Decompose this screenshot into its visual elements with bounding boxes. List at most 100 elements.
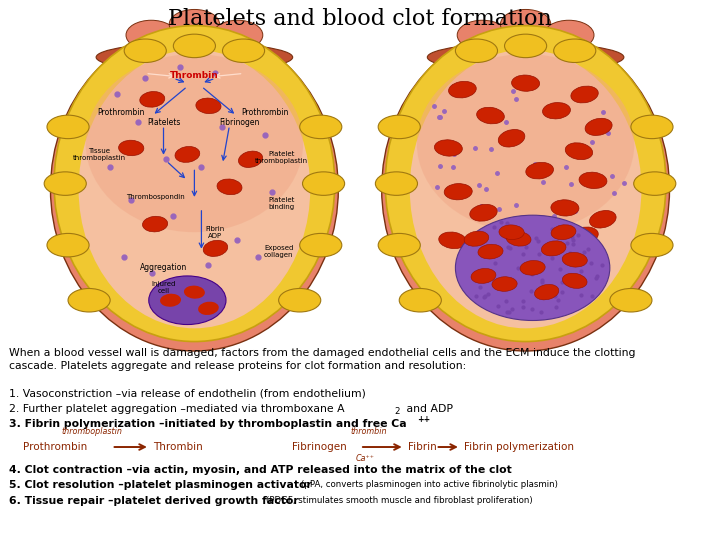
Ellipse shape	[153, 31, 193, 55]
Ellipse shape	[449, 82, 476, 98]
Ellipse shape	[484, 31, 523, 55]
Ellipse shape	[471, 268, 496, 284]
Ellipse shape	[378, 115, 420, 139]
Ellipse shape	[160, 294, 181, 307]
Ellipse shape	[464, 231, 489, 246]
Ellipse shape	[438, 232, 467, 248]
Ellipse shape	[505, 34, 546, 58]
Ellipse shape	[86, 54, 303, 232]
Ellipse shape	[499, 225, 524, 240]
Ellipse shape	[196, 31, 236, 55]
Text: Fibrin
ADP: Fibrin ADP	[206, 226, 225, 239]
Text: 1. Vasoconstriction –via release of endothelin (from endothelium): 1. Vasoconstriction –via release of endo…	[9, 388, 366, 398]
Text: thromboplastin: thromboplastin	[62, 427, 122, 436]
Ellipse shape	[198, 302, 219, 315]
Ellipse shape	[175, 146, 199, 163]
Ellipse shape	[492, 276, 517, 292]
Ellipse shape	[385, 25, 666, 341]
Ellipse shape	[119, 140, 144, 156]
Text: Thrombospondin: Thrombospondin	[126, 193, 184, 200]
Ellipse shape	[47, 115, 89, 139]
Ellipse shape	[455, 39, 498, 63]
Text: Fibrin polymerization: Fibrin polymerization	[464, 442, 575, 451]
Ellipse shape	[455, 215, 610, 321]
Ellipse shape	[444, 184, 472, 200]
Text: Tissue
thromboplastin: Tissue thromboplastin	[73, 148, 125, 161]
Ellipse shape	[495, 224, 523, 240]
Ellipse shape	[203, 240, 228, 256]
Ellipse shape	[238, 151, 263, 167]
Ellipse shape	[143, 217, 168, 232]
Text: Thrombin: Thrombin	[170, 71, 219, 79]
Text: (pPA, converts plasminogen into active fibrinolytic plasmin): (pPA, converts plasminogen into active f…	[301, 481, 558, 489]
Ellipse shape	[300, 233, 342, 257]
Ellipse shape	[554, 39, 596, 63]
Text: thrombin: thrombin	[351, 427, 387, 436]
Ellipse shape	[378, 233, 420, 257]
Ellipse shape	[520, 260, 545, 275]
Ellipse shape	[463, 256, 490, 273]
Text: Fibrinogen: Fibrinogen	[292, 442, 346, 451]
Text: Fibrin: Fibrin	[408, 442, 437, 451]
Ellipse shape	[417, 54, 634, 232]
Text: 2. Further platelet aggregation –mediated via thromboxane A: 2. Further platelet aggregation –mediate…	[9, 403, 344, 414]
Text: 6. Tissue repair –platelet derived growth factor: 6. Tissue repair –platelet derived growt…	[9, 496, 302, 506]
Ellipse shape	[457, 20, 508, 50]
Text: Fibrinogen: Fibrinogen	[219, 118, 259, 126]
Ellipse shape	[512, 75, 539, 91]
Ellipse shape	[562, 252, 588, 267]
Text: Ca⁺⁺: Ca⁺⁺	[356, 454, 374, 463]
Ellipse shape	[375, 172, 418, 195]
Ellipse shape	[562, 273, 587, 288]
Ellipse shape	[300, 115, 342, 139]
Ellipse shape	[434, 140, 462, 156]
Ellipse shape	[551, 200, 579, 216]
Ellipse shape	[149, 276, 226, 325]
Ellipse shape	[541, 241, 566, 256]
Ellipse shape	[551, 225, 576, 240]
Text: When a blood vessel wall is damaged, factors from the damaged endothelial cells : When a blood vessel wall is damaged, fac…	[9, 348, 635, 370]
Ellipse shape	[478, 244, 503, 259]
Text: Injured
cell: Injured cell	[151, 281, 176, 294]
Ellipse shape	[399, 288, 441, 312]
Text: Platelet
thromboplastin: Platelet thromboplastin	[255, 151, 308, 164]
Ellipse shape	[50, 27, 338, 351]
Ellipse shape	[169, 9, 220, 39]
Text: Thrombin: Thrombin	[153, 442, 203, 451]
Ellipse shape	[631, 233, 673, 257]
Ellipse shape	[506, 231, 531, 246]
Text: 2: 2	[395, 407, 400, 416]
Ellipse shape	[528, 31, 567, 55]
Ellipse shape	[498, 130, 525, 147]
Ellipse shape	[382, 27, 670, 351]
Ellipse shape	[184, 286, 205, 299]
Ellipse shape	[302, 172, 345, 195]
Text: (PDGF, stimulates smooth muscle and fibroblast proliferation): (PDGF, stimulates smooth muscle and fibr…	[266, 496, 533, 505]
Ellipse shape	[47, 233, 89, 257]
Ellipse shape	[54, 25, 335, 341]
Ellipse shape	[634, 172, 676, 195]
Text: Prothrombin: Prothrombin	[241, 108, 288, 117]
Ellipse shape	[410, 50, 642, 328]
Ellipse shape	[631, 115, 673, 139]
Text: Platelets and blood clot formation: Platelets and blood clot formation	[168, 8, 552, 30]
Ellipse shape	[196, 98, 221, 113]
Ellipse shape	[543, 103, 570, 119]
Text: Prothrombin: Prothrombin	[98, 108, 145, 117]
Ellipse shape	[518, 253, 546, 269]
Text: Aggregation: Aggregation	[140, 264, 187, 272]
Text: Platelet
binding: Platelet binding	[269, 197, 294, 210]
Ellipse shape	[565, 143, 593, 160]
Ellipse shape	[140, 92, 165, 107]
Ellipse shape	[544, 20, 594, 50]
Text: Platelets: Platelets	[147, 118, 180, 126]
Ellipse shape	[469, 204, 498, 221]
Text: 4. Clot contraction –via actin, myosin, and ATP released into the matrix of the : 4. Clot contraction –via actin, myosin, …	[9, 465, 511, 475]
Ellipse shape	[610, 288, 652, 312]
Ellipse shape	[68, 288, 110, 312]
Ellipse shape	[279, 288, 321, 312]
Ellipse shape	[534, 285, 559, 300]
Ellipse shape	[590, 211, 616, 228]
Ellipse shape	[500, 9, 551, 39]
Text: Prothrombin: Prothrombin	[23, 442, 87, 451]
